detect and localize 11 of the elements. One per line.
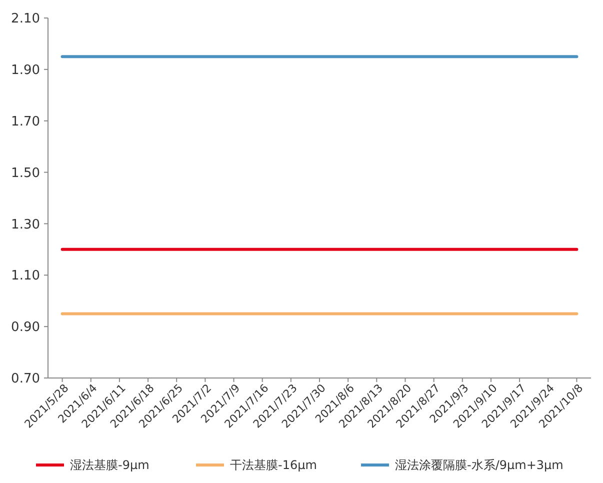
y-tick-label: 1.70 (11, 114, 40, 130)
legend-label: 干法基膜-16μm (230, 458, 317, 472)
legend-label: 湿法涂覆隔膜-水系/9μm+3μm (395, 458, 564, 472)
y-tick-label: 0.70 (11, 372, 40, 387)
y-tick-label: 1.10 (11, 268, 40, 284)
y-tick-label: 1.50 (11, 166, 40, 181)
y-tick-label: 0.90 (11, 320, 40, 336)
y-tick-label: 2.10 (11, 12, 40, 27)
y-tick-label: 1.30 (11, 217, 40, 232)
y-tick-label: 1.90 (11, 62, 40, 78)
legend-label: 湿法基膜-9μm (70, 458, 150, 472)
